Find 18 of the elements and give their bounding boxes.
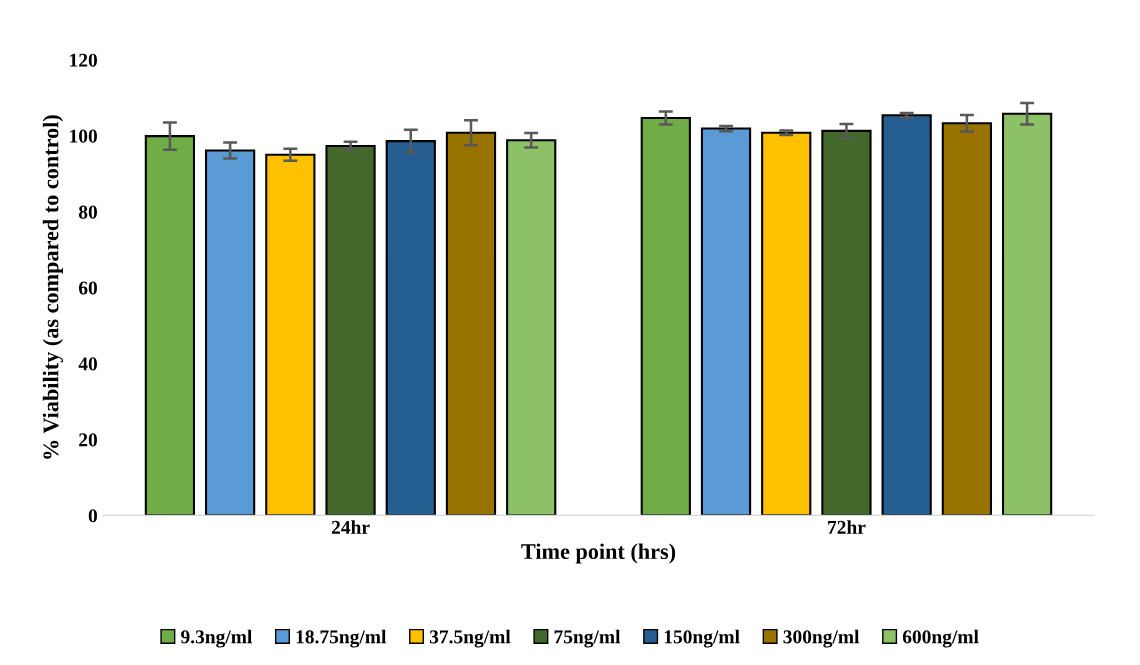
legend-label: 9.3ng/ml <box>181 629 253 648</box>
legend-label: 300ng/ml <box>783 629 860 648</box>
x-tick-label: 24hr <box>331 520 370 534</box>
y-tick-label: 100 <box>70 129 97 143</box>
x-tick-label: 72hr <box>828 520 866 534</box>
legend-label: 600ng/ml <box>902 629 979 648</box>
legend-label: 18.75ng/ml <box>296 629 387 648</box>
legend-label: 37.5ng/ml <box>429 629 511 648</box>
legend-label: 75ng/ml <box>554 629 621 648</box>
y-tick-label: 20 <box>79 433 97 447</box>
y-tick-label: 40 <box>78 357 97 371</box>
y-tick-label: 80 <box>78 205 97 219</box>
x-axis-title: Time point (hrs) <box>521 543 676 564</box>
legend-label: 150ng/ml <box>664 629 740 648</box>
y-tick-label: 120 <box>70 53 97 67</box>
y-tick-label: 60 <box>78 281 97 295</box>
y-tick-label: 0 <box>88 509 97 523</box>
y-axis-title: % Viability (as compared to control) <box>42 115 64 459</box>
